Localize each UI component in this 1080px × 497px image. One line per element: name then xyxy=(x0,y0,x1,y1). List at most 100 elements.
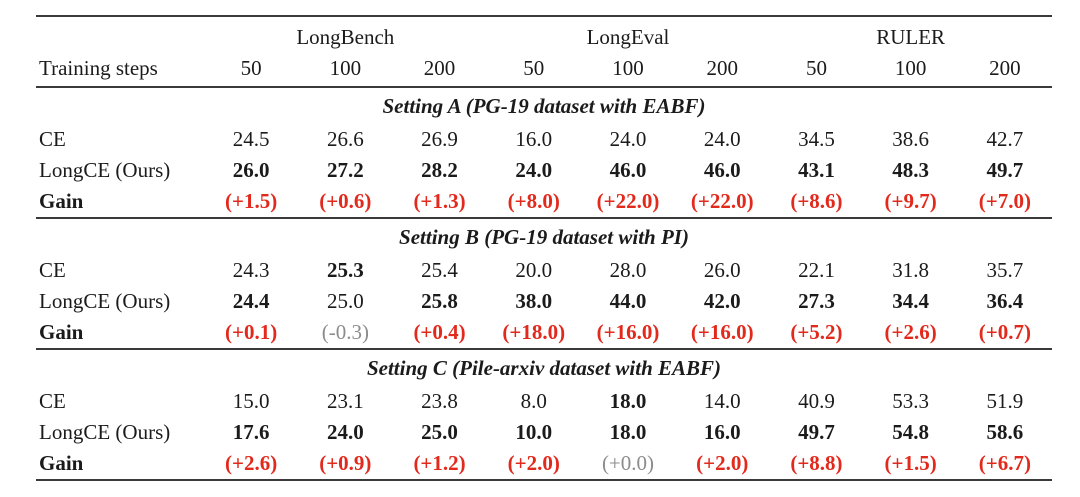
cell-value: 58.6 xyxy=(986,420,1024,444)
section-rule xyxy=(36,217,1052,219)
cell-value: 10.0 xyxy=(515,420,553,444)
row-label: LongCE (Ours) xyxy=(39,289,171,313)
cell-value: 8.0 xyxy=(520,389,547,413)
cell-value: 25.4 xyxy=(421,258,458,282)
cell-value: (+8.0) xyxy=(507,189,560,213)
cell-value: 24.0 xyxy=(703,127,741,151)
cell-value: 40.9 xyxy=(798,389,835,413)
cell-value: 20.0 xyxy=(515,258,553,282)
step-header: 200 xyxy=(706,55,738,80)
cell-value: 24.0 xyxy=(326,420,364,444)
cell-value: 49.7 xyxy=(986,158,1024,182)
cell-value: (+1.3) xyxy=(413,189,466,213)
section-title: Setting B (PG-19 dataset with PI) xyxy=(399,224,689,249)
cell-value: 34.4 xyxy=(892,289,930,313)
table-row: CE 24.3 25.3 25.4 20.0 28.0 26.0 22.1 31.8 35.7 xyxy=(36,255,1052,286)
cell-value: (+22.0) xyxy=(690,189,754,213)
header-rule xyxy=(36,86,1052,88)
row-label: CE xyxy=(39,127,66,151)
cell-value: (+2.0) xyxy=(507,451,560,475)
section-title-row: Setting B (PG-19 dataset with PI) xyxy=(36,219,1052,255)
cell-value: (+16.0) xyxy=(690,320,754,344)
cell-value: 16.0 xyxy=(515,127,553,151)
cell-value: 27.3 xyxy=(798,289,835,313)
cell-value: 28.2 xyxy=(421,158,458,182)
table-sections: Setting A (PG-19 dataset with EABF) CE 24.… xyxy=(36,88,1052,481)
cell-value: (+0.1) xyxy=(225,320,278,344)
cell-value: 28.0 xyxy=(609,258,647,282)
cell-value: (+1.5) xyxy=(884,451,937,475)
cell-value: 31.8 xyxy=(892,258,930,282)
cell-value: (+6.7) xyxy=(978,451,1031,475)
step-header: 50 xyxy=(523,55,545,80)
cell-value: (+0.4) xyxy=(413,320,466,344)
cell-value: 46.0 xyxy=(703,158,741,182)
group-label-longbench: LongBench xyxy=(296,25,395,49)
table-row: LongCE (Ours) 24.4 25.0 25.8 38.0 44.0 42.0 27.… xyxy=(36,286,1052,317)
cell-value: 43.1 xyxy=(798,158,835,182)
cell-value: 26.6 xyxy=(326,127,364,151)
cell-value: 22.1 xyxy=(798,258,835,282)
cell-value: 25.8 xyxy=(421,289,458,313)
row-label: LongCE (Ours) xyxy=(39,420,171,444)
cell-value: 25.0 xyxy=(421,420,458,444)
section-rule xyxy=(36,348,1052,350)
cell-value: 24.0 xyxy=(609,127,647,151)
cell-value: (+0.9) xyxy=(319,451,372,475)
table-row: CE 24.5 26.6 26.9 16.0 24.0 24.0 34.5 38.6 42.7 xyxy=(36,124,1052,155)
cell-value: 26.9 xyxy=(421,127,458,151)
cell-value: (+18.0) xyxy=(502,320,566,344)
cell-value: (+2.6) xyxy=(884,320,937,344)
cell-value: 36.4 xyxy=(986,289,1024,313)
training-steps-header: Training steps xyxy=(39,55,158,80)
cell-value: 26.0 xyxy=(232,158,270,182)
row-label: LongCE (Ours) xyxy=(39,158,171,182)
cell-value: 38.0 xyxy=(515,289,553,313)
cell-value: (+22.0) xyxy=(596,189,660,213)
step-header: 200 xyxy=(989,55,1021,80)
cell-value: (-0.3) xyxy=(321,320,369,344)
cell-value: 38.6 xyxy=(892,127,930,151)
step-header: 50 xyxy=(805,55,827,80)
cell-value: 42.0 xyxy=(703,289,741,313)
row-label: Gain xyxy=(39,189,84,213)
cell-value: 26.0 xyxy=(703,258,741,282)
cell-value: 18.0 xyxy=(609,420,647,444)
results-table: LongBench LongEval RULER Training steps … xyxy=(36,15,1052,481)
cell-value: (+0.7) xyxy=(978,320,1031,344)
table-row: Gain (+1.5) (+0.6) (+1.3) (+8.0) (+22.0) (+22.… xyxy=(36,186,1052,217)
cell-value: (+2.6) xyxy=(225,451,278,475)
cell-value: 27.2 xyxy=(326,158,364,182)
row-label: Gain xyxy=(39,320,84,344)
cell-value: 24.5 xyxy=(232,127,270,151)
section-rule xyxy=(36,479,1052,481)
step-header: 100 xyxy=(894,55,927,80)
cell-value: 42.7 xyxy=(986,127,1024,151)
step-header: 100 xyxy=(329,55,362,80)
cell-value: 16.0 xyxy=(703,420,741,444)
section-title: Setting C (Pile-arxiv dataset with EABF) xyxy=(366,355,722,380)
cell-value: (+7.0) xyxy=(978,189,1031,213)
cell-value: (+5.2) xyxy=(790,320,843,344)
table-row: LongCE (Ours) 26.0 27.2 28.2 24.0 46.0 46.0 43.… xyxy=(36,155,1052,186)
cell-value: 17.6 xyxy=(232,420,270,444)
cell-value: (+9.7) xyxy=(884,189,937,213)
cell-value: 51.9 xyxy=(986,389,1024,413)
cell-value: 48.3 xyxy=(892,158,930,182)
table-row: Gain (+2.6) (+0.9) (+1.2) (+2.0) (+0.0) (+2.0)… xyxy=(36,448,1052,479)
group-label-ruler: RULER xyxy=(876,25,946,49)
cell-value: 53.3 xyxy=(892,389,930,413)
cell-value: 46.0 xyxy=(609,158,647,182)
row-label: CE xyxy=(39,258,66,282)
benchmark-group-header-row: LongBench LongEval RULER xyxy=(36,17,1052,50)
table-section: Setting C (Pile-arxiv dataset with EABF)… xyxy=(36,350,1052,481)
cell-value: (+1.5) xyxy=(225,189,278,213)
cell-value: 25.0 xyxy=(326,289,364,313)
cell-value: 15.0 xyxy=(232,389,270,413)
cell-value: (+0.0) xyxy=(601,451,655,475)
cell-value: 44.0 xyxy=(609,289,647,313)
cell-value: 23.1 xyxy=(326,389,364,413)
step-header: 50 xyxy=(240,55,262,80)
table-row: LongCE (Ours) 17.6 24.0 25.0 10.0 18.0 16.0 49.… xyxy=(36,417,1052,448)
cell-value: 49.7 xyxy=(798,420,835,444)
